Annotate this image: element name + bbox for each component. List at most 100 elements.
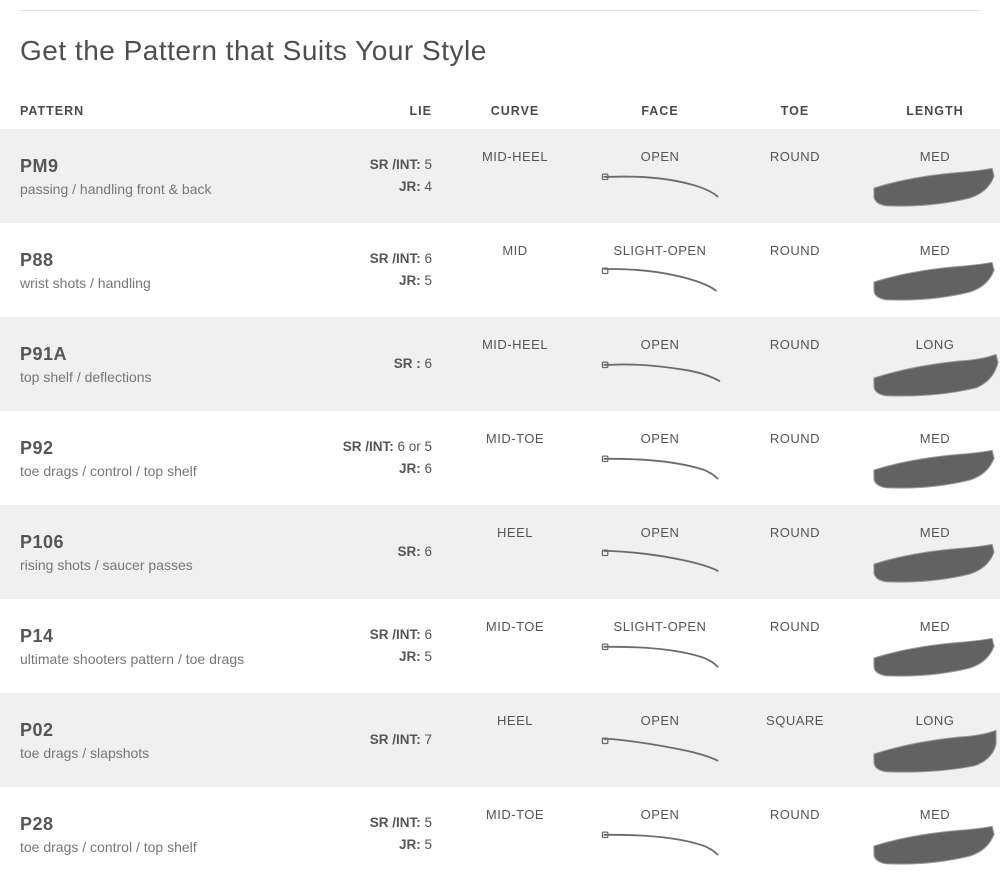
lie-value: 5 bbox=[424, 837, 432, 852]
length-value: MED bbox=[920, 243, 950, 258]
lie-cell: SR /INT: 5JR: 5 bbox=[320, 812, 450, 855]
lie-value: 4 bbox=[424, 179, 432, 194]
lie-line: SR /INT: 6 bbox=[320, 248, 432, 270]
blade-icon bbox=[870, 166, 1000, 212]
lie-label: SR /INT: bbox=[370, 815, 425, 830]
pattern-name: P92 bbox=[20, 438, 310, 459]
pattern-desc: top shelf / deflections bbox=[20, 369, 310, 385]
curve-cell: MID-HEEL bbox=[450, 317, 580, 352]
lie-line: JR: 4 bbox=[320, 176, 432, 198]
col-header-toe: TOE bbox=[740, 104, 850, 118]
face-curve-icon bbox=[590, 636, 730, 672]
lie-label: SR /INT: bbox=[343, 439, 398, 454]
lie-value: 7 bbox=[424, 732, 432, 747]
face-value: OPEN bbox=[641, 807, 680, 822]
face-curve-icon bbox=[590, 354, 730, 390]
pattern-name: P106 bbox=[20, 532, 310, 553]
curve-cell: MID-TOE bbox=[450, 411, 580, 446]
length-cell: LONG bbox=[850, 317, 1000, 400]
lie-label: SR /INT: bbox=[370, 732, 425, 747]
face-value: OPEN bbox=[641, 525, 680, 540]
face-cell: OPEN bbox=[580, 411, 740, 484]
lie-cell: SR /INT: 5JR: 4 bbox=[320, 154, 450, 197]
lie-label: JR: bbox=[399, 649, 425, 664]
blade-icon bbox=[870, 354, 1000, 400]
lie-cell: SR : 6 bbox=[320, 353, 450, 375]
blade-icon bbox=[870, 730, 1000, 776]
pattern-cell: P88wrist shots / handling bbox=[20, 250, 320, 291]
lie-label: JR: bbox=[399, 837, 425, 852]
lie-label: SR : bbox=[394, 356, 425, 371]
lie-line: SR /INT: 5 bbox=[320, 812, 432, 834]
table-row: P91A top shelf / deflections SR : 6 MID-HEE… bbox=[0, 317, 1000, 411]
lie-label: SR /INT: bbox=[370, 627, 425, 642]
toe-cell: ROUND bbox=[740, 787, 850, 822]
col-header-length: LENGTH bbox=[850, 104, 1000, 118]
lie-line: SR : 6 bbox=[320, 353, 432, 375]
length-cell: MED bbox=[850, 787, 1000, 870]
pattern-cell: P92 toe drags / control / top shelf bbox=[20, 438, 320, 479]
face-value: OPEN bbox=[641, 149, 680, 164]
face-curve-icon bbox=[590, 166, 730, 202]
curve-cell: MID bbox=[450, 223, 580, 258]
lie-cell: SR /INT: 6JR: 5 bbox=[320, 248, 450, 291]
length-cell: MED bbox=[850, 411, 1000, 494]
lie-line: SR /INT: 6 or 5 bbox=[320, 436, 432, 458]
pattern-name: P02 bbox=[20, 720, 310, 741]
col-header-curve: CURVE bbox=[450, 104, 580, 118]
face-curve-icon bbox=[590, 824, 730, 860]
curve-cell: HEEL bbox=[450, 505, 580, 540]
toe-cell: ROUND bbox=[740, 411, 850, 446]
pattern-desc: toe drags / control / top shelf bbox=[20, 463, 310, 479]
lie-label: JR: bbox=[399, 461, 425, 476]
blade-icon bbox=[870, 260, 1000, 306]
lie-value: 5 bbox=[424, 157, 432, 172]
lie-label: JR: bbox=[399, 179, 425, 194]
lie-cell: SR: 6 bbox=[320, 541, 450, 563]
lie-value: 6 bbox=[424, 461, 432, 476]
pattern-cell: P106 rising shots / saucer passes bbox=[20, 532, 320, 573]
face-value: SLIGHT-OPEN bbox=[614, 619, 707, 634]
face-cell: SLIGHT-OPEN bbox=[580, 223, 740, 296]
lie-value: 6 bbox=[424, 356, 432, 371]
lie-line: SR /INT: 6 bbox=[320, 624, 432, 646]
face-cell: SLIGHT-OPEN bbox=[580, 599, 740, 672]
curve-cell: MID-TOE bbox=[450, 787, 580, 822]
length-value: LONG bbox=[916, 713, 955, 728]
length-cell: MED bbox=[850, 223, 1000, 306]
lie-cell: SR /INT: 6 or 5 JR: 6 bbox=[320, 436, 450, 479]
lie-line: JR: 5 bbox=[320, 646, 432, 668]
table-header: PATTERN LIE CURVE FACE TOE LENGTH bbox=[0, 93, 1000, 129]
face-value: OPEN bbox=[641, 713, 680, 728]
page-title: Get the Pattern that Suits Your Style bbox=[20, 35, 1000, 67]
toe-cell: ROUND bbox=[740, 317, 850, 352]
table-row: P14ultimate shooters pattern / toe drags… bbox=[0, 599, 1000, 693]
pattern-cell: P91A top shelf / deflections bbox=[20, 344, 320, 385]
lie-label: JR: bbox=[399, 273, 425, 288]
col-header-lie: LIE bbox=[320, 104, 450, 118]
curve-cell: MID-HEEL bbox=[450, 129, 580, 164]
lie-value: 5 bbox=[424, 815, 432, 830]
col-header-face: FACE bbox=[580, 104, 740, 118]
pattern-desc: rising shots / saucer passes bbox=[20, 557, 310, 573]
lie-value: 5 bbox=[424, 649, 432, 664]
length-value: MED bbox=[920, 431, 950, 446]
table-row: P02toe drags / slapshotsSR /INT: 7HEELOP… bbox=[0, 693, 1000, 787]
pattern-name: P88 bbox=[20, 250, 310, 271]
pattern-cell: P02toe drags / slapshots bbox=[20, 720, 320, 761]
face-value: OPEN bbox=[641, 337, 680, 352]
pattern-name: P91A bbox=[20, 344, 310, 365]
pattern-name: PM9 bbox=[20, 156, 310, 177]
lie-cell: SR /INT: 7 bbox=[320, 729, 450, 751]
pattern-desc: passing / handling front & back bbox=[20, 181, 310, 197]
lie-value: 6 bbox=[424, 544, 432, 559]
pattern-cell: PM9 passing / handling front & back bbox=[20, 156, 320, 197]
pattern-desc: toe drags / control / top shelf bbox=[20, 839, 310, 855]
length-cell: MED bbox=[850, 599, 1000, 682]
length-cell: MED bbox=[850, 129, 1000, 212]
pattern-name: P14 bbox=[20, 626, 310, 647]
length-cell: MED bbox=[850, 505, 1000, 588]
face-curve-icon bbox=[590, 448, 730, 484]
length-value: MED bbox=[920, 149, 950, 164]
face-cell: OPEN bbox=[580, 693, 740, 766]
